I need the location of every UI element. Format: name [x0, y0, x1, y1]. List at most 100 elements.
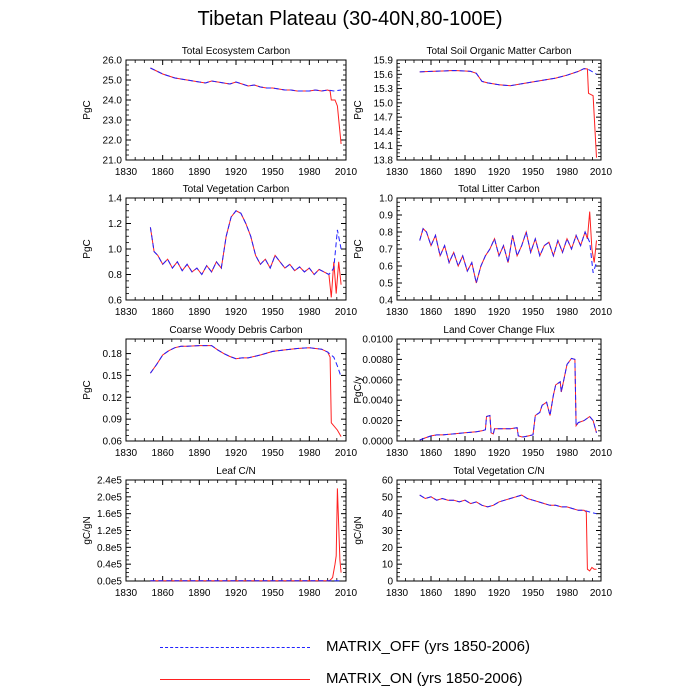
y-tick-label: 2.0e5 — [97, 492, 122, 503]
y-tick-label: 10 — [382, 560, 394, 571]
series-line-matrix-on — [150, 488, 342, 582]
y-tick-label: 0.0080 — [362, 355, 393, 366]
x-tick-label: 1980 — [298, 448, 321, 459]
chart-title: Total Vegetation C/N — [453, 466, 544, 477]
chart-panel-5: Coarse Woody Debris Carbon 1830 1860 1890 19… — [82, 325, 358, 459]
x-tick-label: 1830 — [115, 167, 138, 178]
y-tick-label: 15.0 — [374, 98, 394, 109]
chart-title: Total Soil Organic Matter Carbon — [426, 46, 571, 57]
x-tick-label: 1920 — [225, 588, 248, 599]
y-tick-label: 0.7 — [379, 245, 393, 256]
y-tick-label: 0.9 — [379, 211, 393, 222]
y-tick-label: 26.0 — [103, 56, 123, 67]
x-tick-label: 2010 — [590, 448, 613, 459]
y-axis-label: PgC/y — [353, 376, 364, 403]
y-tick-label: 14.7 — [374, 113, 394, 124]
chart-panel-8: Total Vegetation C/N 1830 1860 1890 1920 1950… — [353, 466, 613, 599]
x-tick-label: 1860 — [152, 167, 175, 178]
x-tick-label: 1860 — [420, 588, 443, 599]
plot-frame — [125, 59, 347, 161]
y-tick-label: 24.0 — [103, 96, 123, 107]
x-tick-label: 1890 — [188, 448, 211, 459]
series-line-matrix-off — [149, 210, 342, 276]
plot-frame — [396, 338, 602, 442]
chart-panel-6: Land Cover Change Flux 1830 1860 1890 1920 19… — [353, 325, 613, 459]
chart-title: Coarse Woody Debris Carbon — [169, 325, 302, 336]
plot-frame — [125, 479, 347, 582]
x-tick-label: 1890 — [454, 588, 477, 599]
chart-panel-1: Total Ecosystem Carbon 1830 1860 1890 1920 19… — [82, 46, 358, 178]
x-tick-label: 1830 — [115, 448, 138, 459]
x-tick-label: 1950 — [262, 588, 285, 599]
y-tick-label: 15.3 — [374, 84, 394, 95]
chart-panel-2: Total Soil Organic Matter Carbon 1830 1860… — [353, 46, 613, 178]
y-tick-label: 50 — [382, 492, 394, 503]
y-tick-label: 13.8 — [374, 156, 394, 167]
chart-panel-4: Total Litter Carbon 1830 1860 1890 1920 1950 1… — [353, 184, 613, 318]
x-tick-label: 1890 — [188, 167, 211, 178]
y-tick-label: 0.4e5 — [97, 560, 122, 571]
x-tick-label: 1890 — [188, 307, 211, 318]
plot-frame — [396, 479, 602, 582]
y-tick-label: 0 — [387, 577, 393, 588]
plot-frame — [396, 197, 602, 301]
x-tick-label: 1920 — [225, 448, 248, 459]
legend-label-matrix-off: MATRIX_OFF (yrs 1850-2006) — [326, 638, 530, 655]
legend: MATRIX_OFF (yrs 1850-2006) MATRIX_ON (yr… — [0, 628, 700, 698]
x-tick-label: 1980 — [298, 167, 321, 178]
y-axis-label: PgC — [353, 239, 364, 258]
x-tick-label: 1860 — [420, 167, 443, 178]
series-line-matrix-on — [419, 68, 597, 158]
x-tick-label: 1980 — [556, 167, 579, 178]
y-tick-label: 1.4 — [108, 194, 122, 205]
y-tick-label: 0.0040 — [362, 396, 393, 407]
legend-swatch-dashed — [160, 647, 310, 648]
y-tick-label: 0.0020 — [362, 416, 393, 427]
y-tick-label: 0.0100 — [362, 335, 393, 346]
x-tick-label: 2010 — [335, 588, 358, 599]
chart-title: Total Vegetation Carbon — [183, 184, 290, 195]
x-tick-label: 1830 — [115, 307, 138, 318]
y-tick-label: 40 — [382, 509, 394, 520]
series-line-matrix-off — [149, 345, 342, 378]
y-tick-label: 23.0 — [103, 116, 123, 127]
y-tick-label: 14.1 — [374, 141, 394, 152]
chart-panel-3: Total Vegetation Carbon 1830 1860 1890 1920 1… — [82, 184, 358, 318]
y-tick-label: 20 — [382, 543, 394, 554]
chart-title: Land Cover Change Flux — [443, 325, 554, 336]
x-tick-label: 1830 — [115, 588, 138, 599]
chart-title: Total Litter Carbon — [458, 184, 540, 195]
legend-entry-matrix-on: MATRIX_ON (yrs 1850-2006) — [160, 670, 580, 690]
y-axis-label: PgC — [353, 100, 364, 119]
series-line-matrix-off — [419, 357, 597, 441]
x-tick-label: 2010 — [335, 448, 358, 459]
y-tick-label: 0.0060 — [362, 375, 393, 386]
x-tick-label: 2010 — [590, 167, 613, 178]
y-tick-label: 0.06 — [103, 437, 123, 448]
y-tick-label: 22.0 — [103, 136, 123, 147]
legend-label-matrix-on: MATRIX_ON (yrs 1850-2006) — [326, 670, 523, 687]
y-axis-label: gC/gN — [82, 516, 93, 544]
y-tick-label: 0.8 — [379, 228, 393, 239]
plot-frame — [125, 338, 347, 442]
x-tick-label: 1860 — [420, 307, 443, 318]
plot-frame — [396, 59, 602, 161]
chart-panel-7: Leaf C/N 1830 1860 1890 1920 1950 1980 2010 0.0e… — [82, 466, 358, 599]
x-tick-label: 1950 — [522, 167, 545, 178]
x-tick-label: 1830 — [386, 167, 409, 178]
y-axis-label: PgC — [82, 239, 93, 258]
x-tick-label: 1830 — [386, 448, 409, 459]
y-tick-label: 1.0 — [108, 245, 122, 256]
x-tick-label: 1860 — [420, 448, 443, 459]
series-line-matrix-on — [419, 211, 597, 284]
x-tick-label: 2010 — [590, 588, 613, 599]
figure-title: Tibetan Plateau (30-40N,80-100E) — [197, 8, 503, 30]
series-line-matrix-off — [419, 68, 597, 87]
x-tick-label: 1860 — [152, 588, 175, 599]
x-tick-label: 1980 — [556, 588, 579, 599]
x-tick-label: 1830 — [386, 307, 409, 318]
x-tick-label: 1980 — [298, 307, 321, 318]
x-tick-label: 2010 — [335, 167, 358, 178]
y-axis-label: PgC — [82, 380, 93, 399]
x-tick-label: 1950 — [522, 448, 545, 459]
